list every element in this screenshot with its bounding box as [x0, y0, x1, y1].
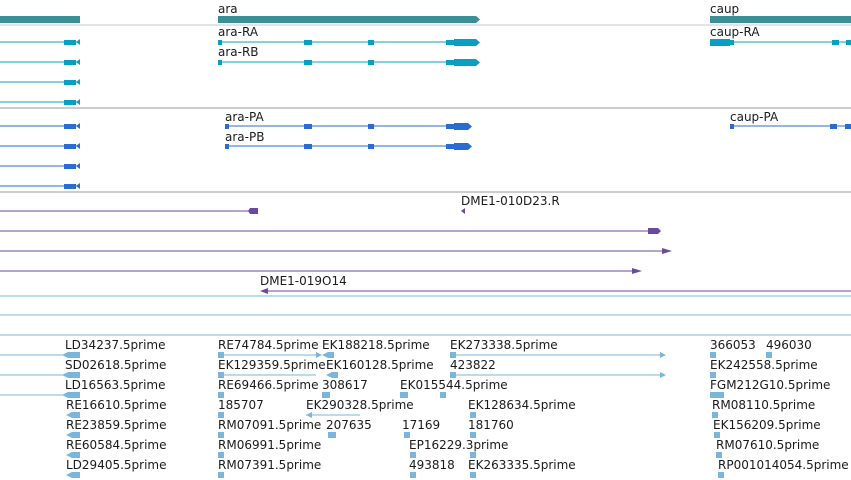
est-label: RM06991.5prime [218, 438, 321, 452]
clone-row-1[interactable] [0, 208, 258, 214]
est-label: EK129359.5prime [218, 358, 326, 372]
est-label: RE23859.5prime [66, 418, 167, 432]
transcript-ara-rb[interactable] [218, 59, 480, 66]
est-label: RM07391.5prime [218, 458, 321, 472]
est-label: RE69466.5prime [218, 378, 319, 392]
est-glyphs-col1[interactable] [62, 352, 80, 478]
protein-label-ara-pb: ara-PB [225, 130, 264, 144]
est-label: 496030 [766, 338, 812, 352]
est-label: 366053 [710, 338, 756, 352]
protein-caup-pa[interactable] [730, 124, 851, 129]
est-label: RE60584.5prime [66, 438, 167, 452]
gene-label-ara: ara [218, 2, 238, 16]
gene-bar-caup[interactable] [710, 16, 851, 23]
transcript-ara-ra[interactable] [218, 39, 480, 46]
est-label: RE74784.5prime [218, 338, 319, 352]
gene-bar-ara[interactable] [218, 16, 476, 23]
left-transcripts[interactable] [0, 39, 80, 105]
protein-ara-pa[interactable] [225, 123, 472, 130]
est-label: EK263335.5prime [468, 458, 576, 472]
transcript-label-ara-rb: ara-RB [218, 45, 259, 59]
clone-dme1-019o14[interactable] [260, 288, 851, 294]
clone-row-3[interactable] [0, 248, 672, 254]
est-label: EP16229.3prime [409, 438, 508, 452]
est-label: 181760 [468, 418, 514, 432]
est-label: 185707 [218, 398, 264, 412]
est-glyphs-col4[interactable] [400, 352, 666, 478]
est-glyphs-col3[interactable] [306, 352, 360, 438]
est-label: LD16563.5prime [65, 378, 166, 392]
est-label: 207635 [326, 418, 372, 432]
est-glyphs-col2[interactable] [218, 352, 322, 478]
gene-label-caup: caup [710, 2, 739, 16]
est-label: 493818 [409, 458, 455, 472]
est-track [0, 352, 772, 478]
transcript-track [0, 39, 851, 105]
est-label: EK015544.5prime [400, 378, 508, 392]
est-labels: LD34237.5prime RE74784.5prime EK188218.5… [65, 338, 849, 472]
protein-label-ara-pa: ara-PA [225, 110, 264, 124]
est-label: SD02618.5prime [65, 358, 166, 372]
est-label: LD34237.5prime [65, 338, 166, 352]
left-proteins[interactable] [0, 123, 80, 189]
est-label: EK156209.5prime [713, 418, 821, 432]
est-label: RP001014054.5prime [718, 458, 849, 472]
clone-label-dme1-010d23: DME1-010D23.R [461, 194, 560, 208]
protein-ara-pb[interactable] [225, 143, 472, 150]
est-label: EK290328.5prime [306, 398, 414, 412]
est-label: EK188218.5prime [322, 338, 430, 352]
est-label: 423822 [450, 358, 496, 372]
clone-dme1-010d23[interactable] [461, 208, 465, 214]
clone-row-2[interactable] [0, 228, 661, 234]
clone-label-dme1-019o14: DME1-019O14 [260, 274, 347, 288]
gene-track: ara caup [0, 2, 851, 23]
est-label: 17169 [402, 418, 440, 432]
clone-row-4[interactable] [0, 268, 642, 274]
track-separators [0, 24, 851, 336]
est-label: RM08110.5prime [712, 398, 815, 412]
est-label: RE16610.5prime [66, 398, 167, 412]
est-label: 308617 [322, 378, 368, 392]
transcript-label-ara-ra: ara-RA [218, 25, 259, 39]
est-label: RM07091.5prime [218, 418, 321, 432]
est-label: LD29405.5prime [66, 458, 167, 472]
gene-bar-left[interactable] [0, 16, 80, 23]
gene-arrow-ara [476, 16, 480, 23]
protein-track [0, 123, 851, 189]
est-label: FGM212G10.5prime [710, 378, 830, 392]
transcript-caup-ra[interactable] [710, 39, 851, 46]
transcript-label-caup-ra: caup-RA [710, 25, 760, 39]
est-glyphs-col5[interactable] [710, 352, 772, 478]
est-label: EK160128.5prime [326, 358, 434, 372]
clone-track [0, 208, 851, 294]
est-label: EK273338.5prime [450, 338, 558, 352]
est-label: EK128634.5prime [468, 398, 576, 412]
protein-label-caup-pa: caup-PA [730, 110, 779, 124]
est-label: EK242558.5prime [710, 358, 818, 372]
est-label: RM07610.5prime [716, 438, 819, 452]
